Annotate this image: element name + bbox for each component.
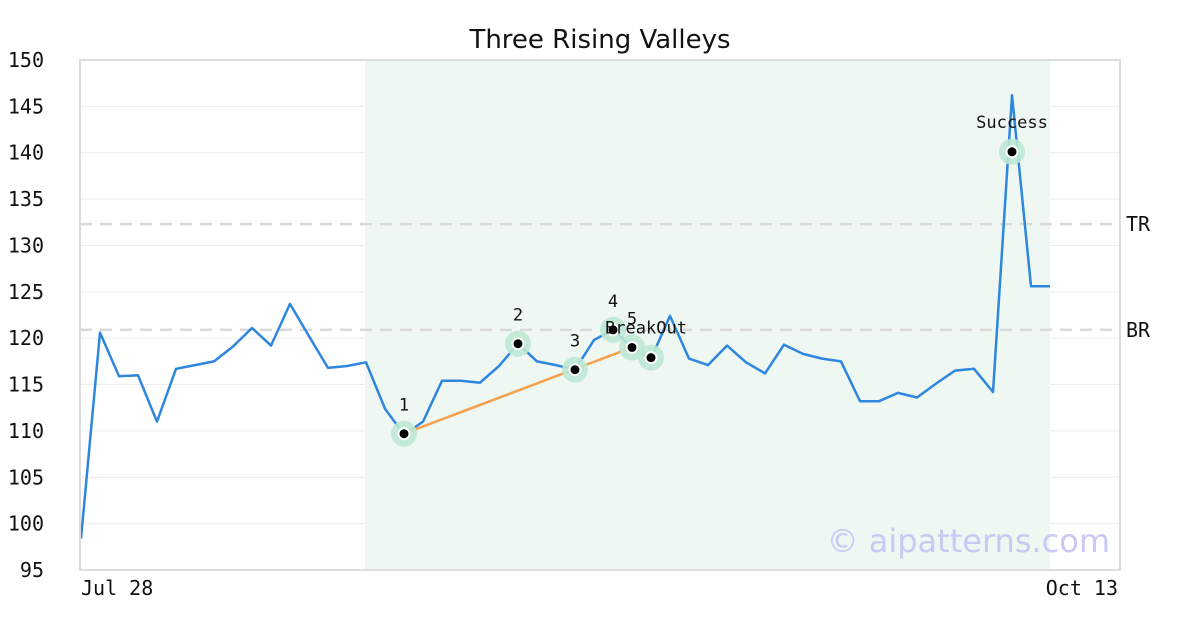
y-tick-label: 150: [8, 48, 44, 72]
pattern-label-3: 3: [570, 332, 580, 352]
level-label-br: BR: [1126, 318, 1151, 342]
y-tick-label: 95: [20, 558, 44, 582]
level-label-tr: TR: [1126, 212, 1151, 236]
y-tick-label: 105: [8, 465, 44, 489]
pattern-label-4: 4: [608, 292, 618, 312]
x-tick-label-start: Jul 28: [81, 576, 153, 600]
pattern-label-2: 2: [513, 306, 523, 326]
y-tick-label: 135: [8, 187, 44, 211]
watermark: © aipatterns.com: [827, 522, 1110, 560]
pattern-point-2: [511, 337, 525, 351]
pattern-label-success: Success: [976, 113, 1048, 133]
y-tick-label: 145: [8, 94, 44, 118]
pattern-point-success: [1005, 145, 1019, 159]
shaded-region: [365, 60, 1050, 570]
pattern-point-4: [606, 323, 620, 337]
pattern-label-5: 5: [627, 309, 637, 329]
pattern-label-breakout: BreakOut: [605, 319, 687, 339]
pattern-point-3: [568, 363, 582, 377]
shaded-region-layer: [365, 60, 1050, 570]
pattern-point-breakout: [644, 351, 658, 365]
y-tick-label: 100: [8, 512, 44, 536]
y-tick-label: 110: [8, 419, 44, 443]
y-tick-label: 115: [8, 373, 44, 397]
pattern-label-1: 1: [399, 396, 409, 416]
y-tick-label: 125: [8, 280, 44, 304]
trend-line: [403, 346, 633, 435]
chart-title: Three Rising Valleys: [468, 25, 730, 55]
plot-frame: [79, 59, 1121, 571]
pattern-point-1: [397, 427, 411, 441]
pattern-point-5: [625, 340, 639, 354]
y-tick-label: 130: [8, 233, 44, 257]
y-tick-label: 140: [8, 141, 44, 165]
y-tick-label: 120: [8, 326, 44, 350]
x-tick-label-end: Oct 13: [1046, 576, 1118, 600]
